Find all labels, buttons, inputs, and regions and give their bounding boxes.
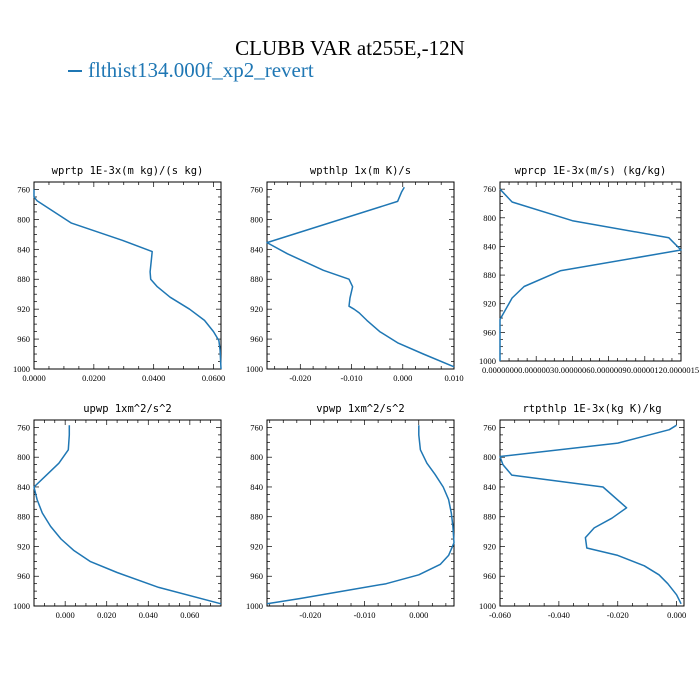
- series-line: [266, 186, 455, 368]
- y-tick-label: 840: [17, 244, 30, 254]
- figure-title: CLUBB VAR at255E,-12N: [235, 36, 465, 60]
- y-tick-label: 920: [250, 541, 263, 551]
- x-tick-label: 0.010: [444, 373, 463, 383]
- plot-frame: [33, 181, 222, 370]
- y-tick-label: 920: [250, 304, 263, 314]
- x-tick-label: -0.020: [607, 610, 629, 620]
- y-tick-label: 960: [250, 334, 263, 344]
- y-tick-label: 920: [483, 541, 496, 551]
- y-tick-label: 840: [483, 241, 496, 251]
- y-tick-label: 1000: [479, 356, 496, 366]
- y-tick-label: 800: [483, 452, 496, 462]
- y-tick-label: 840: [250, 482, 263, 492]
- y-tick-label: 960: [17, 571, 30, 581]
- x-tick-label: 0.0000: [22, 373, 45, 383]
- y-tick-label: 800: [250, 214, 263, 224]
- x-tick-label: 0.0000012: [627, 365, 663, 375]
- y-tick-label: 920: [17, 541, 30, 551]
- legend-label: flthist134.000f_xp2_revert: [88, 58, 314, 82]
- legend: flthist134.000f_xp2_revert: [68, 58, 314, 83]
- x-tick-label: -0.040: [548, 610, 570, 620]
- panel-title: wpthlp 1x(m K)/s: [310, 165, 411, 177]
- y-tick-label: 960: [17, 334, 30, 344]
- plot-frame: [499, 419, 685, 607]
- x-tick-label: 0.0200: [82, 373, 105, 383]
- x-tick-label: 0.0000006: [554, 365, 590, 375]
- y-tick-label: 1000: [13, 601, 30, 611]
- y-tick-label: 960: [483, 571, 496, 581]
- x-tick-label: 0.0000000: [482, 365, 518, 375]
- y-tick-label: 880: [483, 270, 496, 280]
- panel-5: vpwp 1xm^2/s^2 760 800 840 880 920 960 1000 -0.0…: [246, 403, 455, 620]
- x-tick-label: 0.0600: [202, 373, 225, 383]
- panel-3: wprcp 1E-3x(m/s) (kg/kg) 760 800 840 880 920 9…: [479, 165, 699, 375]
- x-tick-label: 0.0000009: [591, 365, 627, 375]
- y-tick-label: 800: [250, 452, 263, 462]
- series-line: [33, 189, 222, 370]
- x-tick-label: -0.060: [489, 610, 511, 620]
- y-tick-label: 1000: [246, 601, 263, 611]
- y-tick-label: 960: [483, 327, 496, 337]
- series-line: [499, 424, 682, 605]
- y-tick-label: 880: [17, 512, 30, 522]
- panel-6: rtpthlp 1E-3x(kg K)/kg 760 800 840 880 920 960…: [479, 403, 686, 620]
- x-tick-label: -0.010: [354, 610, 376, 620]
- x-tick-label: 0.0000003: [518, 365, 554, 375]
- y-tick-label: 840: [17, 482, 30, 492]
- series-line: [33, 425, 222, 605]
- y-tick-label: 880: [483, 512, 496, 522]
- y-tick-label: 800: [483, 213, 496, 223]
- x-tick-label: 0.060: [180, 610, 199, 620]
- series-line: [499, 188, 682, 361]
- panel-title: wprtp 1E-3x(m kg)/(s kg): [52, 165, 204, 177]
- y-tick-label: 800: [17, 452, 30, 462]
- plot-frame: [266, 181, 455, 370]
- x-tick-label: -0.020: [289, 373, 311, 383]
- y-tick-label: 760: [250, 184, 263, 194]
- y-tick-label: 880: [250, 274, 263, 284]
- y-tick-label: 840: [250, 244, 263, 254]
- panel-title: upwp 1xm^2/s^2: [83, 403, 172, 415]
- x-tick-label: -0.010: [341, 373, 363, 383]
- y-tick-label: 800: [17, 214, 30, 224]
- series-line: [266, 425, 455, 605]
- y-tick-label: 960: [250, 571, 263, 581]
- y-tick-label: 880: [250, 512, 263, 522]
- x-tick-label: -0.020: [299, 610, 321, 620]
- plot-frame: [499, 181, 682, 362]
- y-tick-label: 920: [17, 304, 30, 314]
- panel-2: wpthlp 1x(m K)/s 760 800 840 880 920 960 1000 -0…: [246, 165, 464, 383]
- plot-frame: [266, 419, 455, 607]
- panel-1: wprtp 1E-3x(m kg)/(s kg) 760 800 840 880 920 9…: [13, 165, 225, 383]
- panel-title: wprcp 1E-3x(m/s) (kg/kg): [515, 165, 667, 177]
- x-tick-label: 0.000: [667, 610, 686, 620]
- x-tick-label: 0.000: [56, 610, 75, 620]
- y-tick-label: 760: [483, 184, 496, 194]
- x-tick-label: 0.000: [393, 373, 412, 383]
- y-tick-label: 1000: [246, 364, 263, 374]
- y-tick-label: 760: [250, 422, 263, 432]
- x-tick-label: 0.020: [97, 610, 116, 620]
- x-tick-label: 0.040: [139, 610, 158, 620]
- y-tick-label: 1000: [479, 601, 496, 611]
- y-tick-label: 920: [483, 299, 496, 309]
- x-tick-label: 0.0000015: [663, 365, 699, 375]
- panel-title: vpwp 1xm^2/s^2: [316, 403, 405, 415]
- y-tick-label: 760: [17, 184, 30, 194]
- y-tick-label: 1000: [13, 364, 30, 374]
- x-tick-label: 0.0400: [142, 373, 165, 383]
- y-tick-label: 880: [17, 274, 30, 284]
- panel-title: rtpthlp 1E-3x(kg K)/kg: [522, 403, 661, 415]
- x-tick-label: 0.000: [409, 610, 428, 620]
- legend-line-marker: [68, 70, 82, 73]
- y-tick-label: 760: [17, 422, 30, 432]
- plot-frame: [33, 419, 222, 607]
- y-tick-label: 840: [483, 482, 496, 492]
- panel-4: upwp 1xm^2/s^2 760 800 840 880 920 960 1000 0.00…: [13, 403, 222, 620]
- y-tick-label: 760: [483, 422, 496, 432]
